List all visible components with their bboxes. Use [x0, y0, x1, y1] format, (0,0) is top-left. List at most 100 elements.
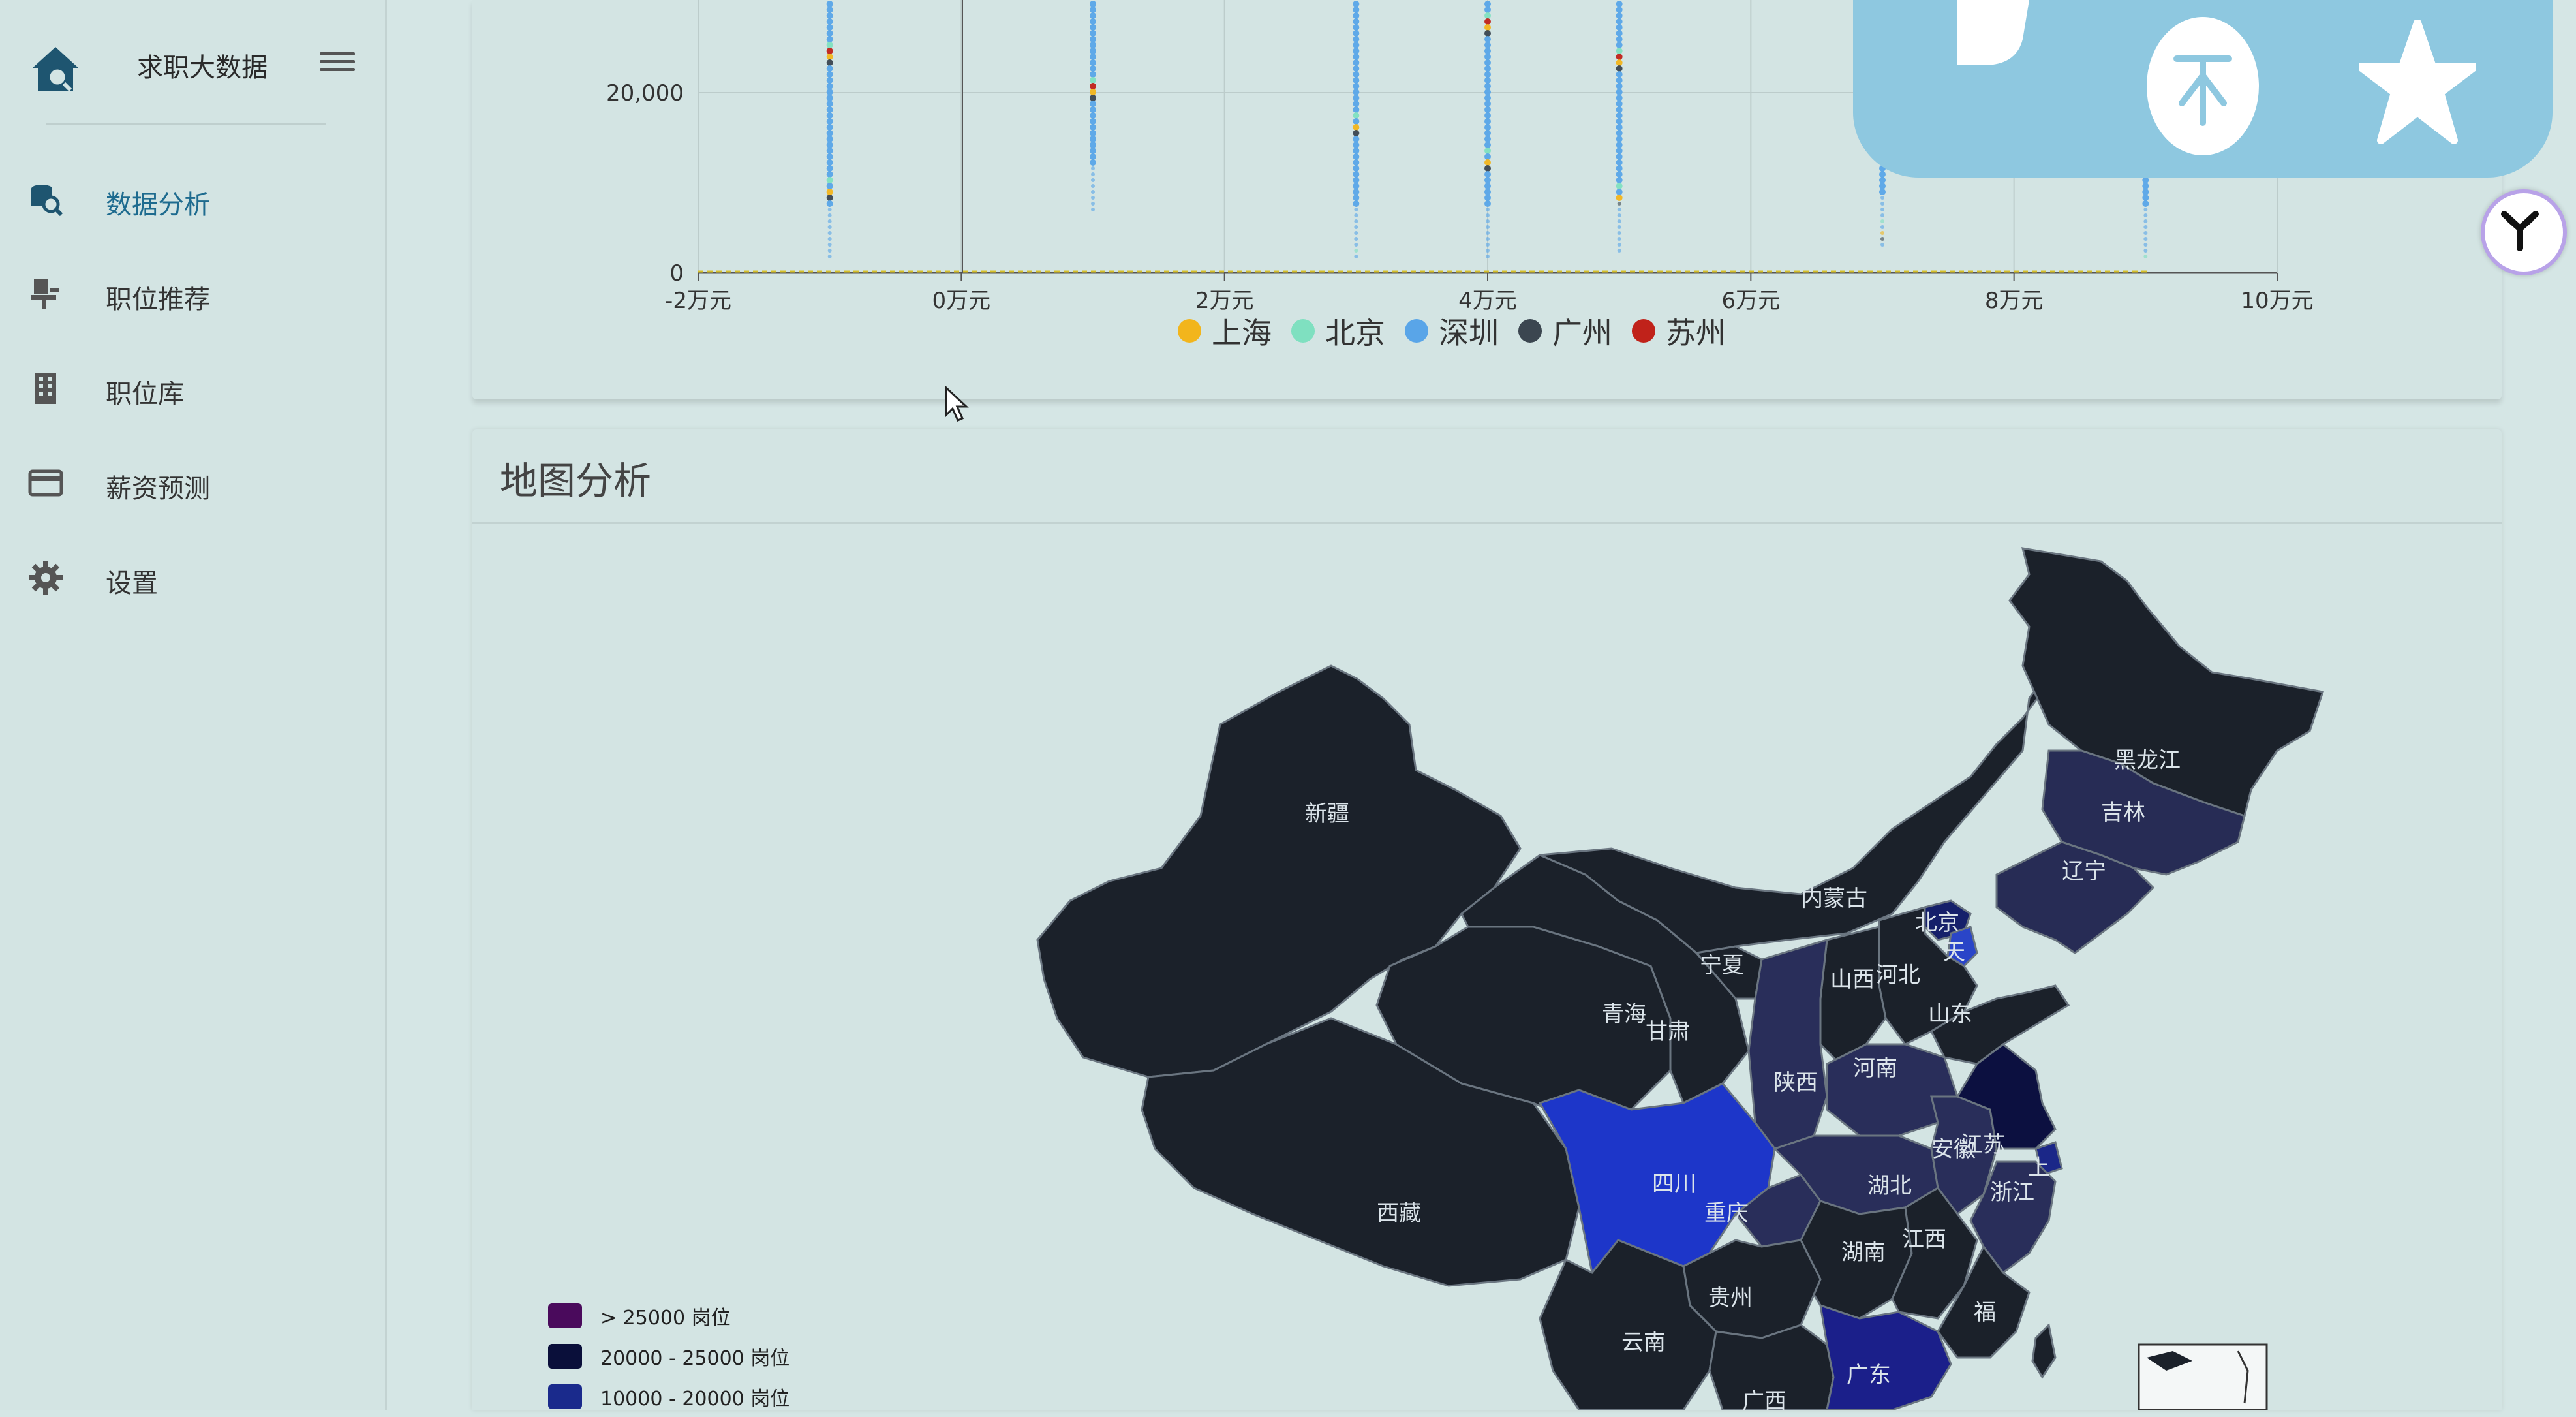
- scatter-point: [1354, 255, 1358, 258]
- province-label: 西藏: [1377, 1200, 1421, 1226]
- scatter-point: [1484, 136, 1491, 142]
- scatter-point: [1353, 65, 1360, 72]
- scatter-point: [1353, 71, 1360, 78]
- scatter-point: [2143, 208, 2148, 211]
- scatter-point: [1353, 1, 1360, 7]
- scatter-point: [826, 159, 833, 166]
- scatter-point: [1353, 30, 1360, 37]
- legend-item[interactable]: 苏州: [1632, 309, 1726, 352]
- section-divider: [472, 522, 2502, 524]
- scatter-point: [1486, 243, 1490, 247]
- visual-map-item[interactable]: 20000 - 25000 岗位: [548, 1336, 790, 1377]
- legend-item[interactable]: 广州: [1518, 309, 1612, 352]
- province-label: 陕西: [1773, 1070, 1818, 1096]
- sidebar-divider: [46, 123, 326, 125]
- scatter-point: [1616, 183, 1623, 189]
- scatter-point: [1484, 189, 1491, 195]
- scatter-point: [1617, 231, 1621, 235]
- scatter-point: [1353, 112, 1360, 119]
- province-labels: 新疆 西藏 青海 甘肃 宁夏 内蒙古 黑龙江 吉林 辽宁 北京 天 山西 河北 …: [1305, 747, 2181, 1410]
- province-taiwan[interactable]: [2031, 1322, 2057, 1379]
- menu-toggle-icon[interactable]: [320, 48, 355, 80]
- scatter-point: [1484, 54, 1491, 60]
- legend-swatch: [1405, 319, 1428, 343]
- visual-map-item[interactable]: 10000 - 20000 岗位: [548, 1377, 790, 1417]
- scatter-point: [1616, 130, 1623, 136]
- sidebar-item-settings[interactable]: 设置: [26, 545, 365, 610]
- scatter-point: [1484, 171, 1491, 178]
- legend-item[interactable]: 上海: [1178, 309, 1272, 352]
- translate-icon[interactable]: [2145, 13, 2260, 157]
- province-shandong[interactable]: [1930, 984, 2070, 1065]
- sidebar-item-salary-predict[interactable]: 薪资预测: [26, 450, 365, 516]
- scatter-point: [1617, 249, 1621, 253]
- province-guangdong[interactable]: [1819, 1303, 1952, 1410]
- province-label: 安徽: [1931, 1136, 1976, 1162]
- scatter-point: [1090, 142, 1096, 148]
- bookmark-icon[interactable]: [1944, 0, 2042, 72]
- mouse-cursor-icon: [945, 386, 969, 422]
- y-tick-label: 0: [669, 260, 684, 287]
- sidebar-item-data-analysis[interactable]: 数据分析: [26, 166, 365, 232]
- star-icon[interactable]: [2359, 20, 2476, 150]
- scatter-point: [1484, 124, 1491, 131]
- scatter-point: [1484, 101, 1491, 107]
- legend-swatch: [1291, 319, 1315, 343]
- province-liaoning[interactable]: [1995, 841, 2155, 954]
- scatter-point: [826, 101, 833, 107]
- scatter-point: [1090, 106, 1096, 113]
- assistant-float-button[interactable]: [2481, 189, 2567, 275]
- scatter-point: [1486, 255, 1490, 258]
- x-tick-label: 0万元: [932, 288, 991, 314]
- scatter-point: [1616, 177, 1623, 183]
- province-shaanxi[interactable]: [1747, 938, 1828, 1150]
- sidebar-item-job-recommend[interactable]: 职位推荐: [26, 261, 365, 326]
- scatter-point: [827, 243, 832, 247]
- legend-swatch: [1632, 319, 1655, 343]
- province-label: 山东: [1928, 1001, 1972, 1027]
- x-tick-label: 8万元: [1985, 288, 2044, 314]
- legend-item[interactable]: 深圳: [1405, 309, 1499, 352]
- province-label: 江苏: [1961, 1132, 2005, 1158]
- scatter-point: [826, 153, 833, 160]
- scatter-point: [1617, 243, 1621, 247]
- province-jiangxi[interactable]: [1891, 1187, 1978, 1320]
- brand-header: 求职大数据: [26, 36, 365, 95]
- legend-label: 深圳: [1439, 315, 1499, 350]
- scatter-point: [826, 189, 833, 195]
- scatter-point: [1354, 237, 1358, 241]
- scatter-point: [1090, 130, 1096, 136]
- y-tick-label: 20,000: [606, 80, 684, 106]
- scatter-point: [826, 89, 833, 95]
- visual-map-item[interactable]: > 25000 岗位: [548, 1296, 790, 1336]
- scatter-point: [1354, 243, 1358, 247]
- home-search-icon[interactable]: [26, 39, 85, 98]
- scatter-point: [1880, 231, 1884, 235]
- scatter-point: [1090, 95, 1096, 101]
- visual-map-label: 10000 - 20000 岗位: [600, 1388, 790, 1410]
- seat-icon: [31, 279, 59, 309]
- scatter-point: [1484, 165, 1491, 172]
- province-label: 天: [1943, 939, 1965, 965]
- scatter-point: [1353, 124, 1360, 131]
- scatter-point: [826, 83, 833, 89]
- scatter-point: [1616, 136, 1623, 142]
- scatter-point: [1616, 36, 1623, 42]
- scatter-point: [826, 12, 833, 19]
- legend-item[interactable]: 北京: [1291, 309, 1385, 352]
- sidebar-item-job-library[interactable]: 职位库: [26, 356, 365, 421]
- province-label: 湖南: [1841, 1239, 1886, 1266]
- province-zhejiang[interactable]: [1969, 1160, 2057, 1275]
- scatter-point: [1353, 130, 1360, 136]
- visual-map-swatch: [548, 1303, 582, 1328]
- legend-swatch: [1518, 319, 1542, 343]
- province-tianjin[interactable]: [1946, 926, 1978, 967]
- sidebar-item-label: 职位库: [106, 379, 184, 409]
- scatter-point: [827, 255, 832, 258]
- province-fujian[interactable]: [1937, 1245, 2031, 1359]
- province-label: 辽宁: [2062, 858, 2106, 884]
- scatter-point: [1616, 95, 1623, 101]
- scatter-point: [1090, 36, 1096, 42]
- scatter-point: [1616, 65, 1623, 72]
- scatter-point: [826, 177, 833, 183]
